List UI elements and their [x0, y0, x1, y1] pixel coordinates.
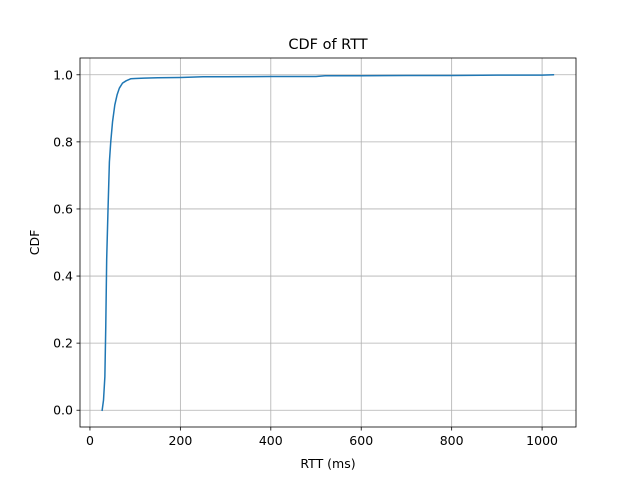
- x-axis-label: RTT (ms): [300, 456, 355, 471]
- y-tick-label: 0.4: [53, 269, 73, 284]
- series-layer: [101, 73, 555, 412]
- x-tick-label: 1000: [526, 433, 558, 448]
- grid-layer: [80, 58, 576, 427]
- y-axis-label: CDF: [27, 230, 42, 256]
- y-tick-label: 0.6: [53, 201, 73, 216]
- cdf-series-line: [101, 73, 555, 412]
- y-tick-label: 0.8: [53, 134, 73, 149]
- plot-frame: [79, 57, 577, 428]
- x-tick-label: 0: [86, 433, 94, 448]
- x-tick-label: 200: [168, 433, 192, 448]
- y-tick-label: 0.0: [53, 403, 73, 418]
- x-tick-label: 600: [349, 433, 373, 448]
- y-tick-label: 0.2: [53, 336, 73, 351]
- tick-layer: 0 200 400 600 800 1000 0.0 0.2 0.4 0.6 0.8 1.0: [53, 67, 558, 448]
- chart-title: CDF of RTT: [288, 37, 367, 53]
- x-tick-label: 400: [259, 433, 283, 448]
- y-tick-label: 1.0: [53, 67, 73, 82]
- x-tick-label: 800: [440, 433, 464, 448]
